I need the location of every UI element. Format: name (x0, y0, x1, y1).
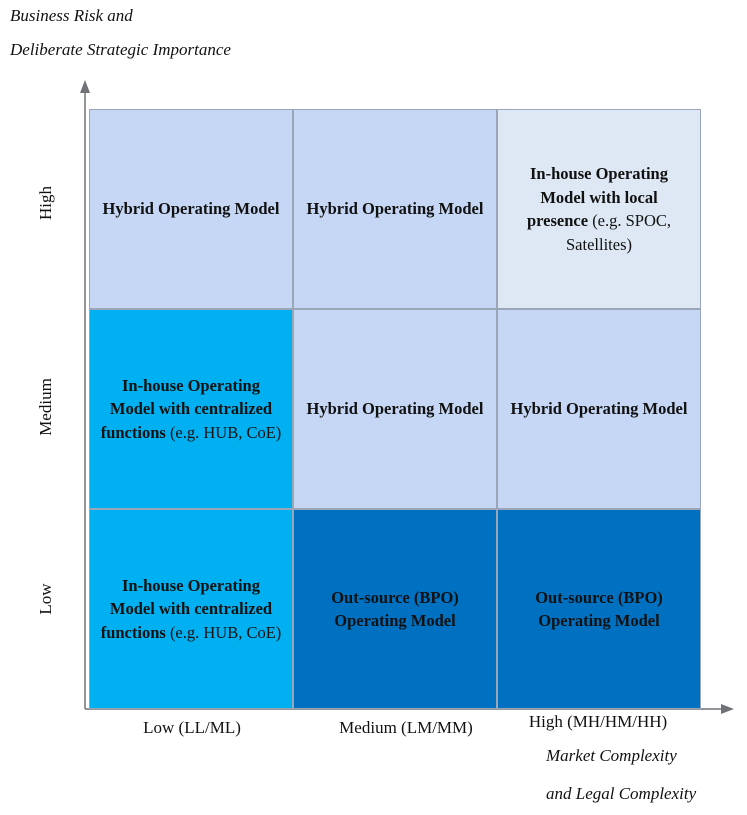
cell-high-low: Hybrid Operating Model (89, 109, 293, 309)
cell-high-medium-title: Hybrid Operating Model (306, 199, 484, 219)
row-label-high: High (36, 186, 55, 220)
cell-medium-low: In-house Operating Model with centralize… (89, 309, 293, 509)
column-label-medium: Medium (LM/MM) (339, 718, 473, 737)
row-label-medium: Medium (36, 378, 55, 436)
x-axis-arrow-icon (721, 704, 734, 714)
cell-medium-medium: Hybrid Operating Model (293, 309, 497, 509)
cell-medium-high: Hybrid Operating Model (497, 309, 701, 509)
cell-medium-high-title: Hybrid Operating Model (510, 399, 688, 419)
x-axis-title-line1: Market Complexity (546, 746, 677, 765)
cell-high-high-note: (e.g. SPOC, Satellites) (566, 211, 672, 254)
x-axis-title-line2: and Legal Complexity (546, 784, 697, 803)
cell-medium-medium-title: Hybrid Operating Model (306, 399, 484, 419)
cell-high-high-title: In-house Operating Model with local pres… (526, 164, 668, 230)
y-axis-title-line1: Business Risk and (10, 6, 133, 25)
cell-medium-low-note: (e.g. HUB, CoE) (169, 422, 282, 442)
cell-low-high-title: Out-source (BPO) Operating Model (535, 587, 663, 631)
column-label-high: High (MH/HM/HH) (528, 712, 668, 731)
cell-high-medium: Hybrid Operating Model (293, 109, 497, 309)
row-label-low: Low (36, 583, 55, 615)
cell-low-medium: Out-source (BPO) Operating Model (293, 509, 497, 709)
y-axis-title-line2: Deliberate Strategic Importance (10, 40, 231, 59)
cell-low-high: Out-source (BPO) Operating Model (497, 509, 701, 709)
cell-medium-low-title: In-house Operating Model with centralize… (100, 375, 273, 442)
cell-low-low: In-house Operating Model with centralize… (89, 509, 293, 709)
cell-low-low-note: (e.g. HUB, CoE) (169, 622, 282, 642)
cell-high-high: In-house Operating Model with local pres… (497, 109, 701, 309)
cell-low-low-title: In-house Operating Model with centralize… (100, 575, 273, 642)
y-axis-arrow-icon (80, 80, 90, 93)
cell-low-medium-title: Out-source (BPO) Operating Model (331, 587, 459, 631)
cell-high-low-title: Hybrid Operating Model (102, 199, 280, 219)
column-label-low: Low (LL/ML) (143, 718, 241, 737)
